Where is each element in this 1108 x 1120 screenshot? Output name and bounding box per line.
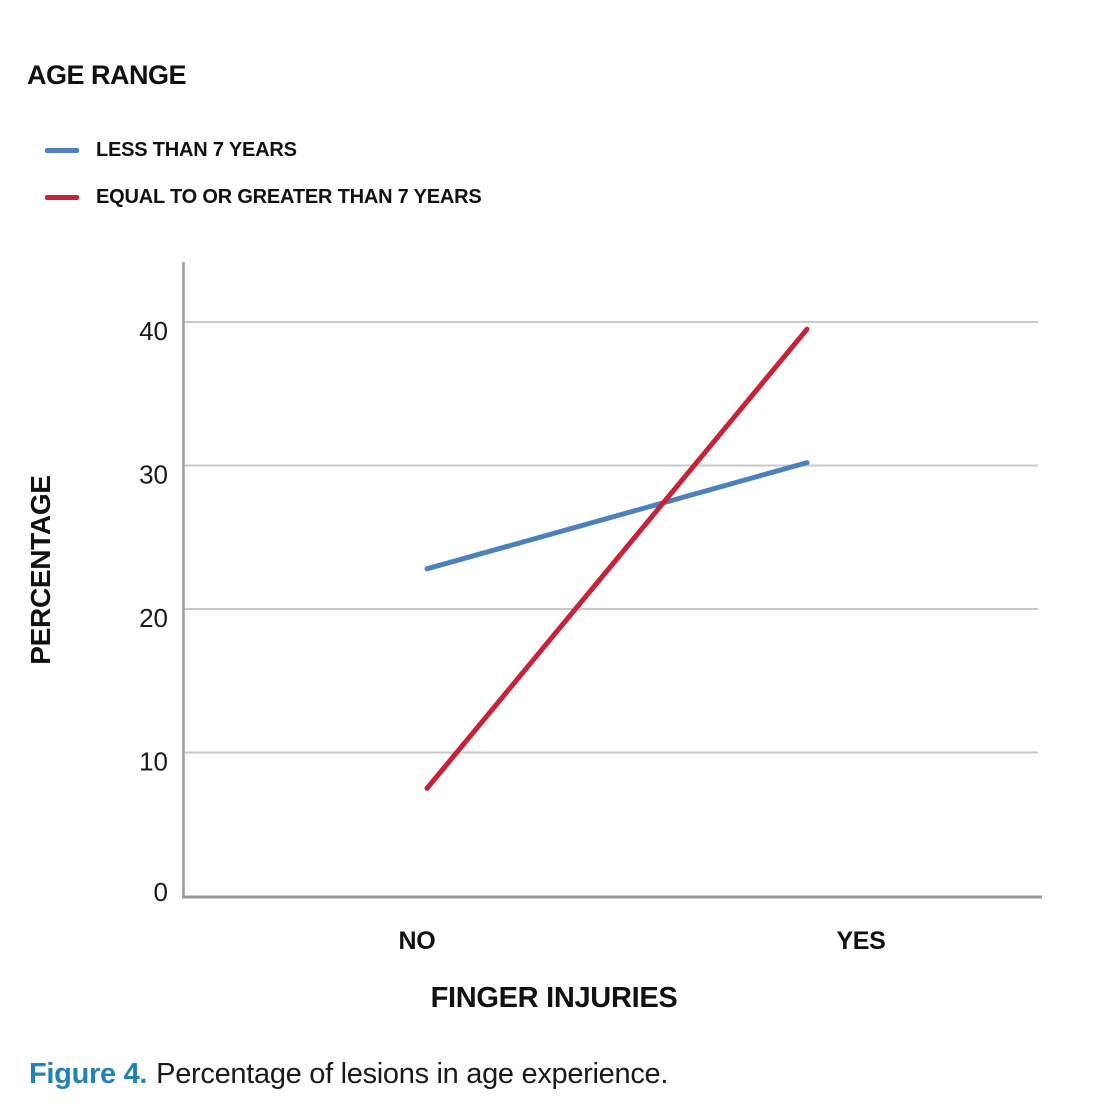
legend-item-less-than-7-years: LESS THAN 7 YEARS [45,137,482,163]
y-tick-label-0: 0 [154,877,168,907]
y-tick-label-40: 40 [139,316,168,346]
y-tick-label-20: 20 [139,603,168,633]
legend-label-greater-equal-7-years: EQUAL TO OR GREATER THAN 7 YEARS [96,185,482,208]
legend-line-swatch-blue [45,147,79,153]
legend-title: AGE RANGE [27,60,187,90]
x-tick-label-no: NO [399,927,436,955]
legend-line-swatch-red [45,194,79,200]
chart-legend: LESS THAN 7 YEARS EQUAL TO OR GREATER TH… [45,137,482,231]
x-tick-label-yes: YES [836,927,885,955]
figure-caption-label: Figure 4. [29,1058,148,1090]
figure-caption-text: Percentage of lesions in age experience. [156,1058,669,1090]
x-axis-title: FINGER INJURIES [430,982,678,1014]
y-tick-label-10: 10 [139,747,168,777]
series-line-less-than-7-years [424,460,810,572]
figure-caption: Figure 4. Percentage of lesions in age ex… [29,1058,668,1091]
series-line-greater-equal-7-years [424,326,810,791]
y-tick-label-30: 30 [139,460,168,490]
legend-label-less-than-7-years: LESS THAN 7 YEARS [96,138,297,161]
legend-item-greater-equal-7-years: EQUAL TO OR GREATER THAN 7 YEARS [45,184,482,210]
